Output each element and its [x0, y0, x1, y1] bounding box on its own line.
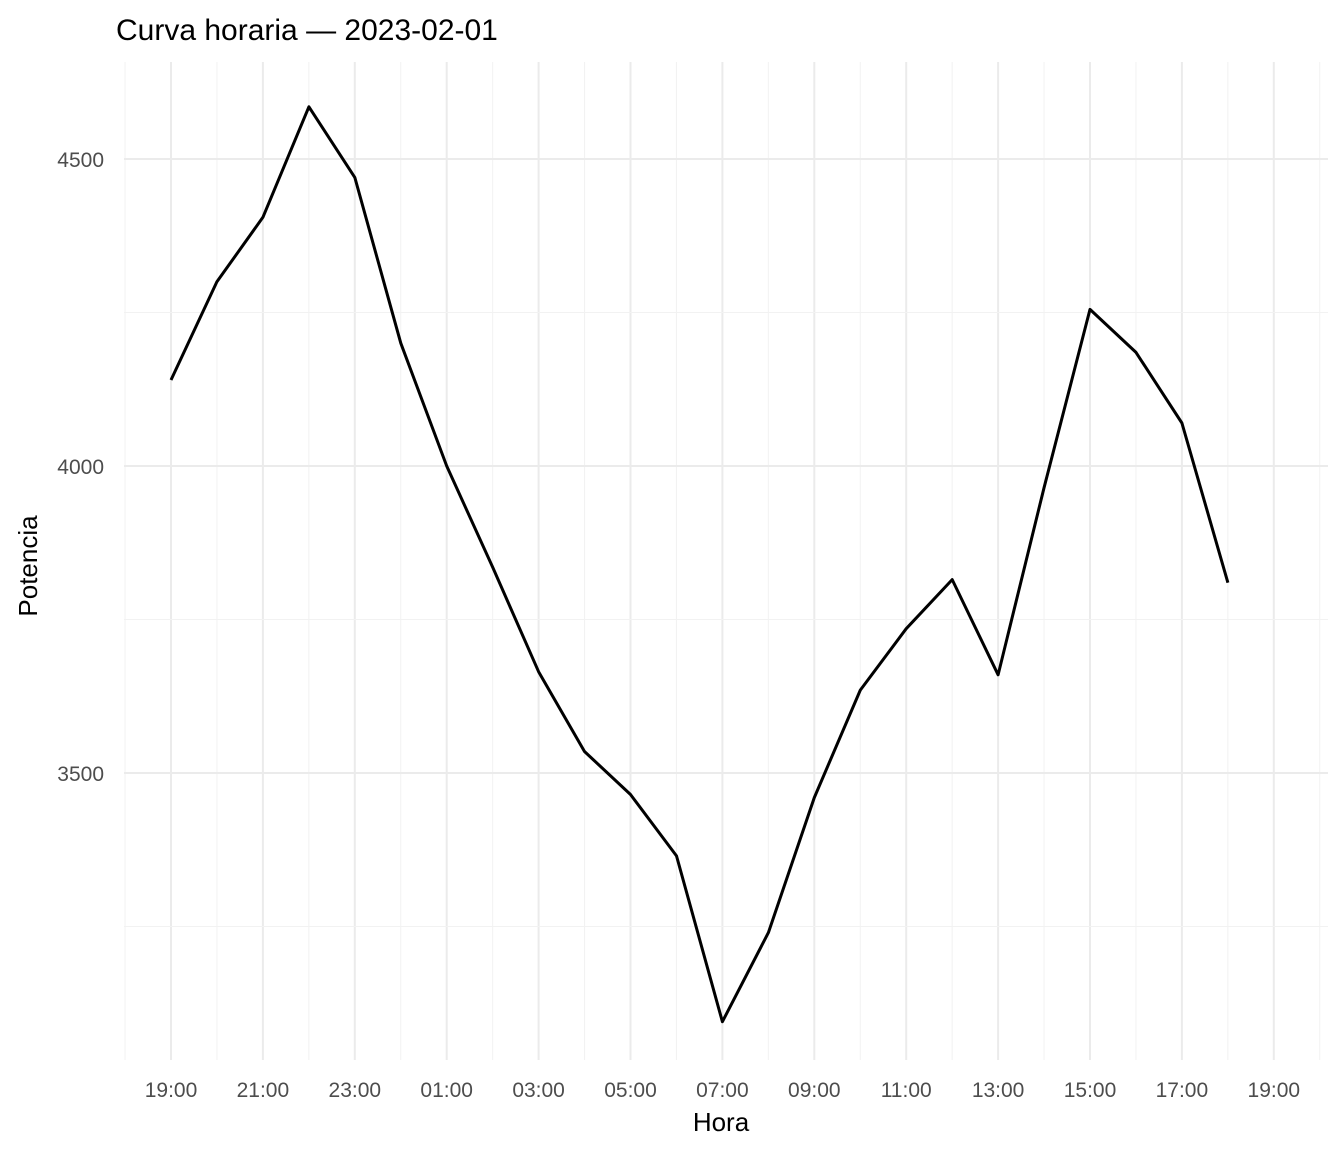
y-tick-label: 3500	[57, 763, 104, 786]
x-tick-label: 23:00	[329, 1079, 382, 1102]
chart-title: Curva horaria — 2023-02-01	[116, 14, 498, 47]
x-tick-label: 17:00	[1156, 1079, 1209, 1102]
y-axis-ticks: 3500 4000 4500	[57, 149, 104, 786]
x-tick-label: 19:00	[145, 1079, 198, 1102]
x-tick-label: 15:00	[1064, 1079, 1117, 1102]
x-tick-label: 01:00	[420, 1079, 473, 1102]
x-tick-label: 03:00	[512, 1079, 565, 1102]
x-tick-label: 05:00	[604, 1079, 657, 1102]
y-tick-label: 4000	[57, 456, 104, 479]
x-axis-ticks: 19:00 21:00 23:00 01:00 03:00 05:00 07:00 09:00…	[145, 1079, 1300, 1102]
x-tick-label: 07:00	[696, 1079, 749, 1102]
y-tick-label: 4500	[57, 149, 104, 172]
y-axis-title: Potencia	[13, 515, 43, 617]
grid	[124, 62, 1328, 1060]
x-tick-label: 19:00	[1248, 1079, 1301, 1102]
series-layer	[169, 105, 1230, 1024]
x-tick-label: 11:00	[881, 1079, 932, 1102]
series-line	[169, 105, 1230, 1024]
x-tick-label: 21:00	[237, 1079, 290, 1102]
x-tick-label: 09:00	[788, 1079, 841, 1102]
x-axis-title: Hora	[693, 1107, 750, 1137]
x-tick-label: 13:00	[972, 1079, 1025, 1102]
